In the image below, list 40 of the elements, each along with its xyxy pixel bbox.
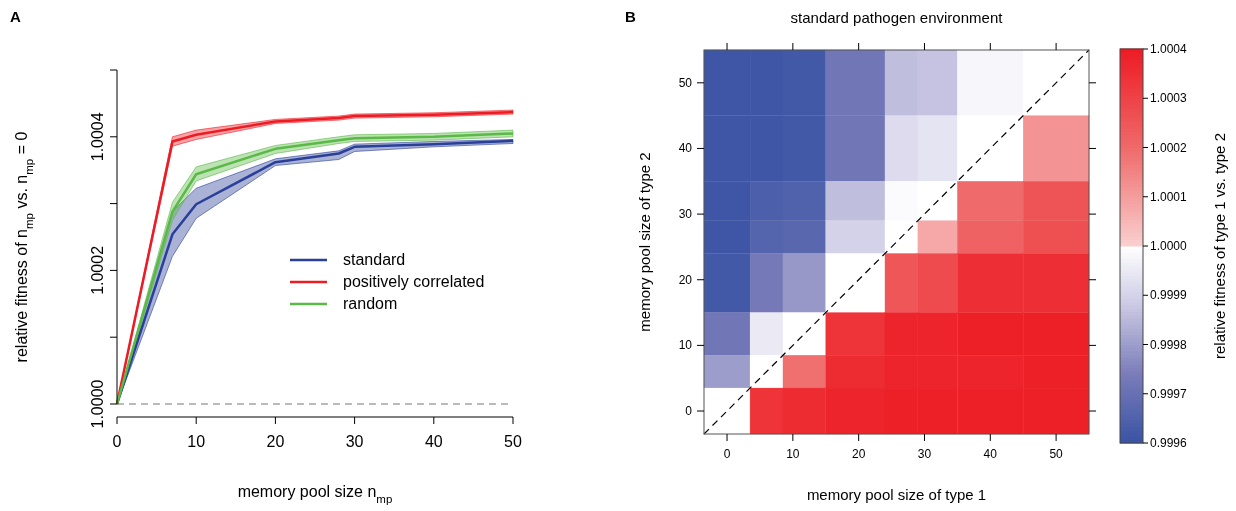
- y-tick-label: 1.0000: [89, 379, 106, 429]
- color-bar-label: 0.9997: [1150, 386, 1188, 401]
- x-tick-label: 20: [266, 433, 285, 450]
- x-axis-title: memory pool size n$_{mp}$: [237, 483, 393, 505]
- y-tick-label: 40: [678, 141, 693, 156]
- color-bar-label: 1.0004: [1150, 42, 1188, 56]
- x-axis-title: memory pool size of type 1: [806, 486, 987, 503]
- y-tick-label: 1.0004: [89, 112, 106, 162]
- color-bar-label: 1.0001: [1150, 189, 1188, 204]
- x-tick-label: 50: [504, 433, 522, 450]
- y-tick-label: 20: [678, 272, 693, 287]
- y-tick-label: 10: [678, 338, 693, 353]
- x-tick-label: 10: [786, 447, 800, 461]
- x-tick-label: 30: [345, 433, 364, 450]
- x-tick-label: 40: [983, 447, 998, 461]
- text: A: [10, 8, 21, 25]
- color-bar-label: 1.0000: [1150, 239, 1188, 253]
- color-bar-label: 1.0002: [1150, 140, 1188, 155]
- y-tick-label: 50: [678, 75, 693, 90]
- x-tick-label: 10: [187, 433, 206, 450]
- y-tick-label: 30: [678, 207, 693, 222]
- x-tick-label: 0: [112, 433, 122, 450]
- x-tick-label: 50: [1049, 447, 1064, 461]
- color-bar-label: 1.0003: [1150, 91, 1188, 106]
- chart-title: standard pathogen environment: [790, 9, 1004, 26]
- color-bar-label: 0.9996: [1150, 436, 1188, 450]
- y-tick-label: 1.0002: [89, 245, 106, 295]
- x-tick-label: 40: [424, 433, 443, 450]
- color-bar-label: 0.9998: [1150, 337, 1188, 352]
- x-tick-label: 0: [723, 447, 731, 461]
- color-bar-label: 0.9999: [1150, 288, 1188, 303]
- text: B: [625, 8, 636, 25]
- legend-label: standard: [343, 251, 406, 268]
- y-axis-title: memory pool size of type 2: [636, 152, 653, 332]
- y-tick-label: 0: [685, 404, 693, 419]
- color-bar-title: relative fitness of type 1 vs. type 2: [1211, 133, 1228, 359]
- legend-label: random: [343, 295, 398, 312]
- x-tick-label: 20: [851, 447, 866, 461]
- x-tick-label: 30: [917, 447, 932, 461]
- legend-label: positively correlated: [343, 273, 485, 290]
